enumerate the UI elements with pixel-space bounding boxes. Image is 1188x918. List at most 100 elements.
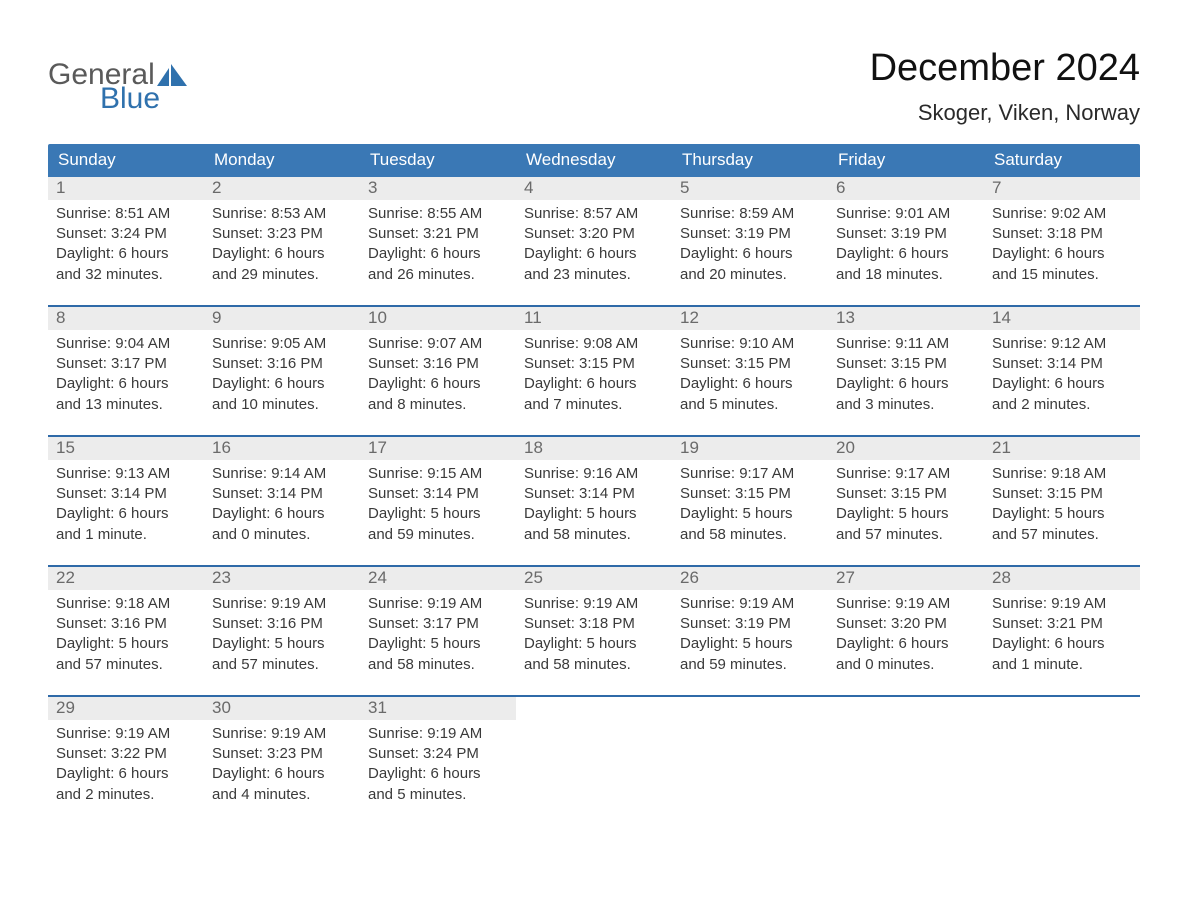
weekday-monday: Monday [204, 144, 360, 177]
day-details: Sunrise: 8:51 AMSunset: 3:24 PMDaylight:… [48, 200, 204, 291]
sunrise-text: Sunrise: 9:16 AM [524, 464, 664, 484]
week-row: 8Sunrise: 9:04 AMSunset: 3:17 PMDaylight… [48, 305, 1140, 421]
day-details: Sunrise: 9:19 AMSunset: 3:18 PMDaylight:… [516, 590, 672, 681]
sunset-text: Sunset: 3:14 PM [524, 484, 664, 504]
sunrise-text: Sunrise: 9:11 AM [836, 334, 976, 354]
sunset-text: Sunset: 3:18 PM [524, 614, 664, 634]
sunset-text: Sunset: 3:14 PM [56, 484, 196, 504]
daylight-line2: and 1 minute. [992, 655, 1132, 675]
sunrise-text: Sunrise: 9:18 AM [992, 464, 1132, 484]
daylight-line2: and 18 minutes. [836, 265, 976, 285]
sunset-text: Sunset: 3:16 PM [212, 354, 352, 374]
day-number: 30 [204, 697, 360, 720]
daylight-line1: Daylight: 6 hours [368, 764, 508, 784]
day-details: Sunrise: 9:05 AMSunset: 3:16 PMDaylight:… [204, 330, 360, 421]
sunset-text: Sunset: 3:23 PM [212, 224, 352, 244]
sunrise-text: Sunrise: 9:18 AM [56, 594, 196, 614]
sunrise-text: Sunrise: 8:59 AM [680, 204, 820, 224]
day-cell: 9Sunrise: 9:05 AMSunset: 3:16 PMDaylight… [204, 307, 360, 421]
daylight-line2: and 0 minutes. [836, 655, 976, 675]
sunrise-text: Sunrise: 8:57 AM [524, 204, 664, 224]
daylight-line1: Daylight: 5 hours [992, 504, 1132, 524]
day-number: 10 [360, 307, 516, 330]
day-details: Sunrise: 9:10 AMSunset: 3:15 PMDaylight:… [672, 330, 828, 421]
sunset-text: Sunset: 3:23 PM [212, 744, 352, 764]
sunset-text: Sunset: 3:15 PM [680, 354, 820, 374]
daylight-line2: and 4 minutes. [212, 785, 352, 805]
day-details: Sunrise: 9:19 AMSunset: 3:23 PMDaylight:… [204, 720, 360, 811]
sunset-text: Sunset: 3:15 PM [836, 354, 976, 374]
location-text: Skoger, Viken, Norway [870, 100, 1140, 126]
sunrise-text: Sunrise: 9:19 AM [212, 724, 352, 744]
day-details: Sunrise: 9:17 AMSunset: 3:15 PMDaylight:… [672, 460, 828, 551]
sunset-text: Sunset: 3:14 PM [368, 484, 508, 504]
sunset-text: Sunset: 3:16 PM [212, 614, 352, 634]
sunset-text: Sunset: 3:16 PM [56, 614, 196, 634]
day-details: Sunrise: 9:12 AMSunset: 3:14 PMDaylight:… [984, 330, 1140, 421]
sunrise-text: Sunrise: 9:19 AM [368, 594, 508, 614]
day-cell: 16Sunrise: 9:14 AMSunset: 3:14 PMDayligh… [204, 437, 360, 551]
daylight-line1: Daylight: 6 hours [56, 764, 196, 784]
day-number: 24 [360, 567, 516, 590]
daylight-line1: Daylight: 6 hours [992, 374, 1132, 394]
daylight-line1: Daylight: 6 hours [680, 244, 820, 264]
day-cell: 3Sunrise: 8:55 AMSunset: 3:21 PMDaylight… [360, 177, 516, 291]
daylight-line1: Daylight: 6 hours [212, 764, 352, 784]
daylight-line2: and 20 minutes. [680, 265, 820, 285]
day-number: 26 [672, 567, 828, 590]
day-cell: 6Sunrise: 9:01 AMSunset: 3:19 PMDaylight… [828, 177, 984, 291]
daylight-line2: and 15 minutes. [992, 265, 1132, 285]
sunrise-text: Sunrise: 8:53 AM [212, 204, 352, 224]
sunset-text: Sunset: 3:24 PM [56, 224, 196, 244]
sunset-text: Sunset: 3:18 PM [992, 224, 1132, 244]
sunrise-text: Sunrise: 9:08 AM [524, 334, 664, 354]
day-cell: 31Sunrise: 9:19 AMSunset: 3:24 PMDayligh… [360, 697, 516, 811]
sail-icon [157, 64, 189, 86]
day-details: Sunrise: 9:19 AMSunset: 3:19 PMDaylight:… [672, 590, 828, 681]
weekday-wednesday: Wednesday [516, 144, 672, 177]
day-cell: 29Sunrise: 9:19 AMSunset: 3:22 PMDayligh… [48, 697, 204, 811]
day-details: Sunrise: 8:59 AMSunset: 3:19 PMDaylight:… [672, 200, 828, 291]
daylight-line2: and 57 minutes. [992, 525, 1132, 545]
sunrise-text: Sunrise: 9:12 AM [992, 334, 1132, 354]
daylight-line2: and 2 minutes. [992, 395, 1132, 415]
daylight-line1: Daylight: 5 hours [212, 634, 352, 654]
daylight-line2: and 32 minutes. [56, 265, 196, 285]
day-details: Sunrise: 9:02 AMSunset: 3:18 PMDaylight:… [984, 200, 1140, 291]
weekday-saturday: Saturday [984, 144, 1140, 177]
daylight-line1: Daylight: 6 hours [992, 244, 1132, 264]
day-cell: 2Sunrise: 8:53 AMSunset: 3:23 PMDaylight… [204, 177, 360, 291]
day-details: Sunrise: 9:19 AMSunset: 3:20 PMDaylight:… [828, 590, 984, 681]
day-number: 12 [672, 307, 828, 330]
daylight-line1: Daylight: 6 hours [368, 244, 508, 264]
day-cell: 23Sunrise: 9:19 AMSunset: 3:16 PMDayligh… [204, 567, 360, 681]
day-cell: . [828, 697, 984, 811]
day-cell: . [984, 697, 1140, 811]
day-cell: . [672, 697, 828, 811]
day-number: 13 [828, 307, 984, 330]
day-details: Sunrise: 9:19 AMSunset: 3:16 PMDaylight:… [204, 590, 360, 681]
day-details: Sunrise: 9:18 AMSunset: 3:15 PMDaylight:… [984, 460, 1140, 551]
sunrise-text: Sunrise: 9:19 AM [680, 594, 820, 614]
daylight-line2: and 7 minutes. [524, 395, 664, 415]
weekday-tuesday: Tuesday [360, 144, 516, 177]
sunrise-text: Sunrise: 9:17 AM [680, 464, 820, 484]
day-number: 3 [360, 177, 516, 200]
daylight-line1: Daylight: 5 hours [524, 504, 664, 524]
day-details: Sunrise: 9:16 AMSunset: 3:14 PMDaylight:… [516, 460, 672, 551]
day-details: Sunrise: 9:13 AMSunset: 3:14 PMDaylight:… [48, 460, 204, 551]
sunset-text: Sunset: 3:19 PM [836, 224, 976, 244]
logo-text-blue: Blue [100, 84, 189, 114]
day-cell: 15Sunrise: 9:13 AMSunset: 3:14 PMDayligh… [48, 437, 204, 551]
daylight-line1: Daylight: 5 hours [56, 634, 196, 654]
weekday-thursday: Thursday [672, 144, 828, 177]
brand-logo: General Blue [48, 48, 189, 114]
daylight-line2: and 23 minutes. [524, 265, 664, 285]
sunrise-text: Sunrise: 9:19 AM [368, 724, 508, 744]
sunrise-text: Sunrise: 9:05 AM [212, 334, 352, 354]
sunset-text: Sunset: 3:14 PM [212, 484, 352, 504]
calendar-page: General Blue December 2024 Skoger, Viken… [0, 0, 1188, 851]
day-number: 16 [204, 437, 360, 460]
sunrise-text: Sunrise: 9:10 AM [680, 334, 820, 354]
week-row: 29Sunrise: 9:19 AMSunset: 3:22 PMDayligh… [48, 695, 1140, 811]
